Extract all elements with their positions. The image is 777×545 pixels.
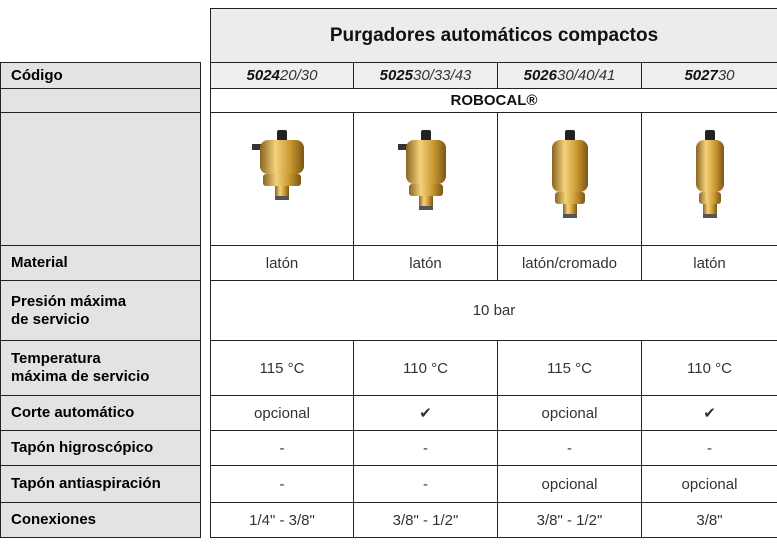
row-label: Presión máxima de servicio <box>1 281 201 341</box>
value-cell: latón <box>642 246 777 281</box>
value-cell: ✔ <box>354 396 498 431</box>
value-cell: 1/4" - 3/8" <box>211 503 354 538</box>
value-cell: - <box>642 431 777 466</box>
value-cell: opcional <box>498 466 642 503</box>
code-base: 5024 <box>247 67 280 84</box>
spec-table: Purgadores automáticos compactos Código … <box>0 8 777 538</box>
blank <box>201 503 211 538</box>
value-cell: - <box>211 466 354 503</box>
value-cell: opcional <box>211 396 354 431</box>
value-cell: latón <box>354 246 498 281</box>
code-cell: 502730 <box>642 63 777 89</box>
value-cell: 110 °C <box>354 341 498 396</box>
blank <box>201 281 211 341</box>
valve-image <box>386 122 466 232</box>
code-suffix: 30/33/43 <box>413 67 471 84</box>
valve-image <box>242 122 322 232</box>
code-suffix: 30/40/41 <box>557 67 615 84</box>
blank <box>201 341 211 396</box>
row-label <box>1 113 201 246</box>
data-row: Tapón higroscópico---- <box>1 431 777 466</box>
code-cell: 502630/40/41 <box>498 63 642 89</box>
code-suffix: 20/30 <box>280 67 318 84</box>
value-cell: 10 bar <box>211 281 777 341</box>
blank <box>201 113 211 246</box>
blank <box>201 396 211 431</box>
value-cell: 3/8" <box>642 503 777 538</box>
blank <box>201 431 211 466</box>
image-cell <box>498 113 642 246</box>
blank <box>201 9 211 63</box>
code-cell: 502530/33/43 <box>354 63 498 89</box>
row-label: Corte automático <box>1 396 201 431</box>
value-cell: 115 °C <box>211 341 354 396</box>
value-cell: ✔ <box>642 396 777 431</box>
code-suffix: 30 <box>718 67 735 84</box>
code-base: 5026 <box>524 67 557 84</box>
value-cell: latón/cromado <box>498 246 642 281</box>
code-base: 5027 <box>684 67 717 84</box>
value-cell: - <box>498 431 642 466</box>
row-label: Tapón higroscópico <box>1 431 201 466</box>
value-cell: - <box>211 431 354 466</box>
valve-image <box>670 122 750 232</box>
blank <box>201 466 211 503</box>
image-cell <box>211 113 354 246</box>
value-cell: 3/8" - 1/2" <box>498 503 642 538</box>
row-label: Tapón antiaspiración <box>1 466 201 503</box>
row-label <box>1 89 201 113</box>
value-cell: 110 °C <box>642 341 777 396</box>
code-cell: 502420/30 <box>211 63 354 89</box>
value-cell: 115 °C <box>498 341 642 396</box>
row-label: Temperatura máxima de servicio <box>1 341 201 396</box>
blank <box>201 246 211 281</box>
blank <box>201 63 211 89</box>
value-cell: latón <box>211 246 354 281</box>
blank <box>201 89 211 113</box>
page: Purgadores automáticos compactos Código … <box>0 8 777 545</box>
value-cell: - <box>354 466 498 503</box>
value-cell: opcional <box>642 466 777 503</box>
value-cell: - <box>354 431 498 466</box>
row-label: Conexiones <box>1 503 201 538</box>
row-label: Material <box>1 246 201 281</box>
row-label: Código <box>1 63 201 89</box>
image-cell <box>354 113 498 246</box>
valve-image <box>530 122 610 232</box>
code-base: 5025 <box>380 67 413 84</box>
image-cell <box>642 113 777 246</box>
image-row <box>1 113 777 246</box>
brand-row: ROBOCAL® <box>1 89 777 113</box>
header-row: Purgadores automáticos compactos <box>1 9 777 63</box>
value-cell: 3/8" - 1/2" <box>354 503 498 538</box>
blank <box>1 9 201 63</box>
value-cell: opcional <box>498 396 642 431</box>
brand: ROBOCAL® <box>211 89 777 113</box>
header-title: Purgadores automáticos compactos <box>211 9 777 63</box>
